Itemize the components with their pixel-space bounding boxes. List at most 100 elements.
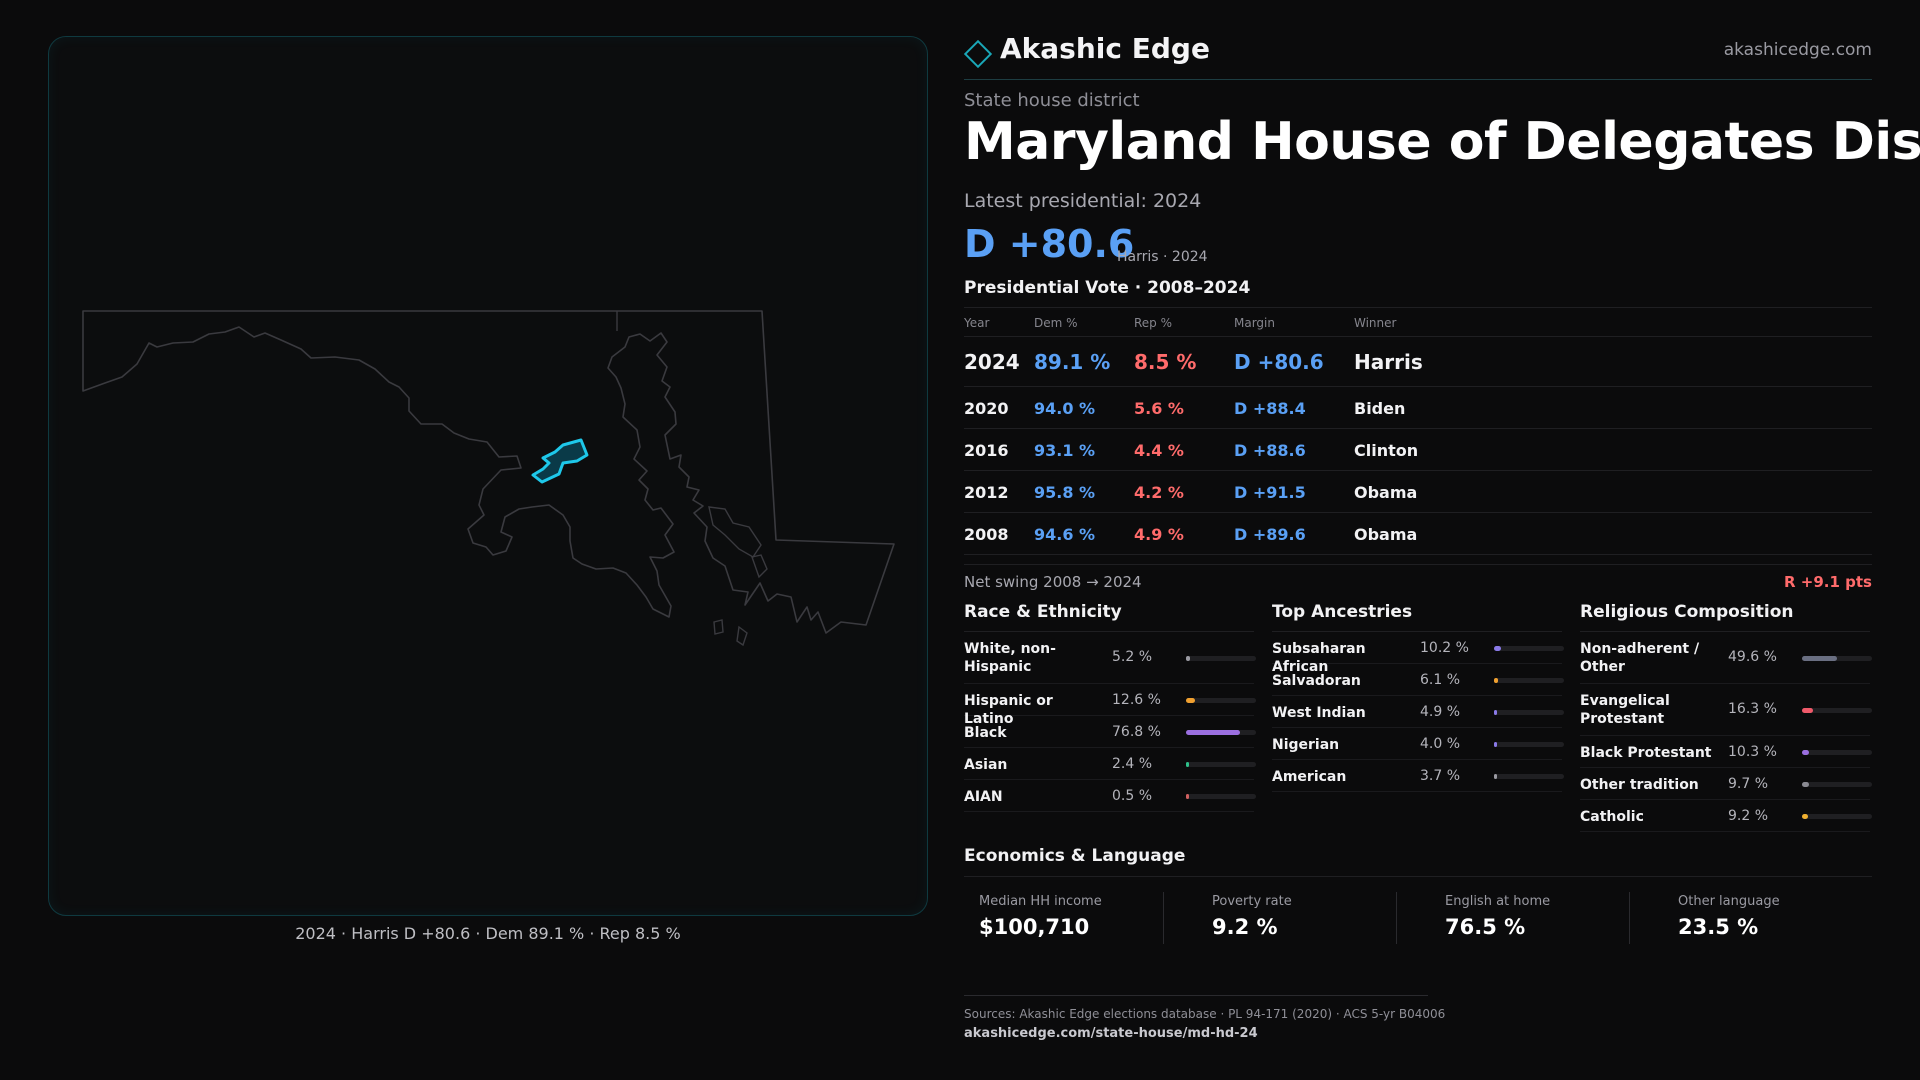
stat-label: English at home	[1445, 894, 1551, 909]
item-label: Catholic	[1580, 809, 1644, 825]
row-year: 2008	[964, 525, 1009, 544]
item-value: 6.1 %	[1420, 672, 1461, 688]
column-header-margin: Margin	[1234, 316, 1275, 330]
bar-track	[1494, 742, 1564, 747]
row-dem-pct: 94.6 %	[1034, 525, 1096, 544]
bar-fill	[1802, 782, 1809, 787]
top-ancestries-title: Top Ancestries	[1272, 602, 1562, 632]
item-value: 4.0 %	[1420, 736, 1461, 752]
page-url-link[interactable]: akashicedge.com/state-house/md-hd-24	[964, 1026, 1258, 1041]
row-margin: D +89.6	[1234, 525, 1306, 544]
bar-fill	[1494, 774, 1497, 779]
bar-fill	[1186, 656, 1190, 661]
row-dem-pct: 94.0 %	[1034, 399, 1096, 418]
bar-track	[1802, 814, 1872, 819]
stat-value: 76.5 %	[1445, 915, 1526, 939]
item-label: Black Protestant	[1580, 745, 1712, 761]
diamond-icon	[963, 39, 993, 69]
religious-composition-title: Religious Composition	[1580, 602, 1870, 632]
row-margin: D +91.5	[1234, 483, 1306, 502]
list-item: AIAN 0.5 %	[964, 780, 1256, 812]
item-label: Other tradition	[1580, 777, 1699, 793]
row-winner: Obama	[1354, 483, 1418, 502]
district-map[interactable]	[48, 36, 928, 916]
column-header-winner: Winner	[1354, 316, 1397, 330]
net-swing-label: Net swing 2008 → 2024	[964, 573, 1142, 591]
bar-track	[1802, 708, 1872, 713]
section-divider	[964, 876, 1872, 877]
row-winner: Harris	[1354, 350, 1423, 374]
table-row: 2020 94.0 % 5.6 % D +88.4 Biden	[964, 387, 1872, 429]
list-item: White, non-Hispanic 5.2 %	[964, 632, 1256, 684]
state-outline	[82, 310, 895, 634]
item-label: Nigerian	[1272, 737, 1340, 753]
stat-label: Poverty rate	[1212, 894, 1292, 909]
district-type: State house district	[964, 90, 1140, 111]
religious-composition-section: Religious Composition Non-adherent / Oth…	[1580, 602, 1872, 832]
latest-margin: D +80.6	[964, 222, 1135, 266]
vote-table-title: Presidential Vote · 2008–2024	[964, 278, 1251, 298]
row-rep-pct: 8.5 %	[1134, 350, 1197, 374]
list-item: Other tradition 9.7 %	[1580, 768, 1872, 800]
column-header-rep: Rep %	[1134, 316, 1173, 330]
row-dem-pct: 89.1 %	[1034, 350, 1111, 374]
item-label: Subsaharan African	[1272, 641, 1366, 675]
map-caption: 2024 · Harris D +80.6 · Dem 89.1 % · Rep…	[295, 924, 681, 943]
bar-track	[1186, 762, 1256, 767]
net-swing: Net swing 2008 → 2024 R +9.1 pts	[964, 564, 1872, 598]
presidential-vote-table: Year Dem % Rep % Margin Winner 2024 89.1…	[964, 307, 1872, 555]
economics-language-title: Economics & Language	[964, 846, 1186, 866]
column-header-year: Year	[964, 316, 990, 330]
bar-fill	[1494, 678, 1498, 683]
brand-bar: Akashic Edge akashicedge.com	[963, 30, 1872, 80]
list-item: Salvadoran 6.1 %	[1272, 664, 1564, 696]
row-margin: D +80.6	[1234, 350, 1324, 374]
row-rep-pct: 4.4 %	[1134, 441, 1184, 460]
table-row: 2012 95.8 % 4.2 % D +91.5 Obama	[964, 471, 1872, 513]
item-label: AIAN	[964, 789, 1003, 805]
row-dem-pct: 95.8 %	[1034, 483, 1096, 502]
list-item: Black 76.8 %	[964, 716, 1256, 748]
latest-margin-subtitle: Harris · 2024	[1117, 249, 1208, 265]
bar-fill	[1802, 708, 1813, 713]
bar-fill	[1802, 656, 1837, 661]
column-header-dem: Dem %	[1034, 316, 1078, 330]
bay-island-2	[751, 554, 768, 579]
list-item: Hispanic or Latino 12.6 %	[964, 684, 1256, 727]
bar-fill	[1186, 730, 1240, 735]
item-value: 49.6 %	[1728, 649, 1777, 665]
brand-name[interactable]: Akashic Edge	[1000, 32, 1210, 65]
item-value: 5.2 %	[1112, 649, 1153, 665]
item-value: 2.4 %	[1112, 756, 1153, 772]
bar-fill	[1186, 762, 1189, 767]
row-year: 2012	[964, 483, 1009, 502]
stat-other-language: Other language 23.5 %	[1663, 892, 1863, 944]
maryland-outline-map	[82, 310, 895, 647]
bar-track	[1494, 646, 1564, 651]
item-value: 12.6 %	[1112, 692, 1161, 708]
bay-island-3	[713, 619, 724, 635]
bar-fill	[1494, 742, 1497, 747]
bar-track	[1186, 730, 1256, 735]
bar-fill	[1802, 814, 1808, 819]
bar-fill	[1494, 646, 1501, 651]
bar-fill	[1186, 794, 1189, 799]
stat-label: Other language	[1678, 894, 1780, 909]
list-item: Nigerian 4.0 %	[1272, 728, 1564, 760]
bar-track	[1494, 678, 1564, 683]
net-swing-value: R +9.1 pts	[1784, 573, 1872, 591]
brand-url[interactable]: akashicedge.com	[1723, 40, 1872, 60]
stat-value: 23.5 %	[1678, 915, 1759, 939]
row-rep-pct: 4.9 %	[1134, 525, 1184, 544]
bar-track	[1494, 774, 1564, 779]
row-winner: Clinton	[1354, 441, 1419, 460]
item-value: 76.8 %	[1112, 724, 1161, 740]
row-margin: D +88.4	[1234, 399, 1306, 418]
item-value: 0.5 %	[1112, 788, 1153, 804]
district-shape[interactable]	[531, 438, 589, 484]
row-rep-pct: 4.2 %	[1134, 483, 1184, 502]
stat-value: 9.2 %	[1212, 915, 1278, 939]
sources-note: Sources: Akashic Edge elections database…	[964, 1007, 1446, 1021]
row-rep-pct: 5.6 %	[1134, 399, 1184, 418]
footer-divider	[964, 995, 1428, 996]
